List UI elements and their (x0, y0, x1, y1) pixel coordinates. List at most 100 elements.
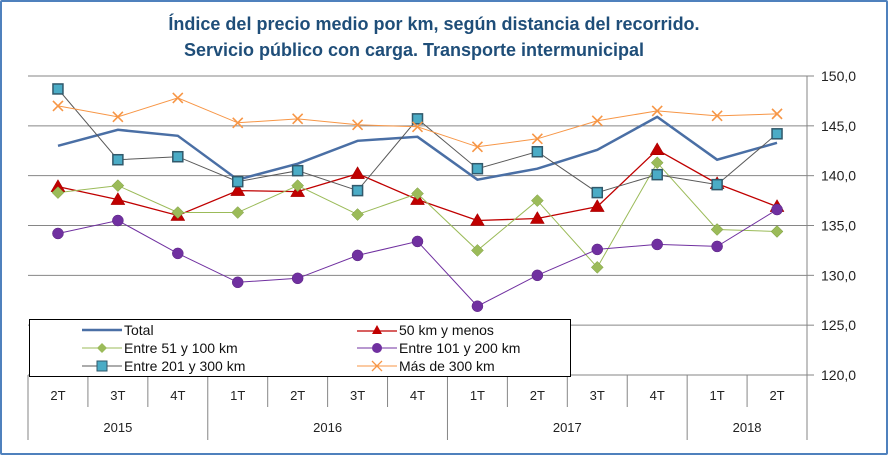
data-point-x (112, 111, 124, 123)
data-point-x (292, 113, 304, 125)
data-point-square (411, 113, 424, 125)
y-tick-label: 145,0 (821, 118, 856, 134)
data-point-diamond (51, 186, 65, 199)
data-point-x (771, 108, 783, 120)
data-point-triangle (469, 213, 485, 226)
data-point-diamond (710, 223, 724, 236)
year-label: 2016 (313, 420, 342, 435)
data-point-circle (771, 203, 783, 216)
year-label: 2018 (733, 420, 762, 435)
legend-item-101-200: Entre 101 y 200 km (355, 339, 520, 357)
data-point-diamond (291, 179, 305, 192)
data-point-diamond (171, 206, 185, 219)
diamond-marker-icon (82, 343, 122, 353)
data-point-circle (112, 214, 124, 227)
y-tick-label: 120,0 (821, 367, 856, 383)
x-tick-label: 2T (769, 388, 784, 403)
data-point-x (172, 92, 184, 104)
data-point-circle (351, 249, 364, 262)
legend-label: Entre 101 y 200 km (399, 340, 521, 356)
axes: 150,0 145,0 140,0 135,0 130,0 125,0 120,0 2T 3T 4… (27, 68, 856, 440)
year-label: 2017 (553, 420, 582, 435)
data-point-square (291, 164, 304, 177)
legend-item-201-300: Entre 201 y 300 km (80, 357, 245, 375)
data-point-square (351, 184, 364, 197)
data-point-square (591, 186, 604, 199)
data-point-x (711, 110, 723, 122)
year-label: 2015 (103, 420, 132, 435)
legend-item-total: Total (80, 321, 154, 339)
data-point-square (52, 83, 64, 95)
data-point-diamond (471, 244, 484, 257)
chart-subtitle: Servicio público con carga. Transporte i… (183, 40, 645, 60)
y-tick-label: 130,0 (821, 267, 856, 283)
data-point-square (771, 128, 783, 140)
data-point-circle (172, 247, 184, 260)
legend-label: Total (124, 322, 154, 338)
data-point-circle (291, 272, 304, 285)
data-point-circle (411, 235, 424, 248)
data-point-x (232, 117, 244, 129)
legend-label: Entre 201 y 300 km (124, 358, 246, 374)
legend-item-mas-300: Más de 300 km (355, 357, 495, 375)
series-line-3 (57, 209, 778, 307)
y-tick-label: 150,0 (821, 68, 856, 84)
data-point-x (411, 121, 424, 133)
data-point-circle (711, 240, 723, 253)
x-tick-label: 3T (590, 388, 605, 403)
data-point-square (531, 145, 544, 158)
markers-group (50, 83, 785, 312)
series-line-0 (57, 115, 778, 182)
data-point-square (231, 175, 244, 188)
data-point-circle (471, 300, 484, 312)
x-tick-label: 2T (290, 388, 305, 403)
data-point-square (112, 153, 124, 166)
data-point-circle (651, 238, 663, 251)
data-point-diamond (590, 261, 604, 274)
legend-label: 50 km y menos (399, 322, 494, 338)
y-tick-label: 135,0 (821, 218, 856, 234)
triangle-marker-icon (357, 325, 397, 334)
data-point-x (352, 119, 364, 131)
data-point-x (651, 105, 663, 117)
legend-line-icon (82, 328, 122, 332)
series-line-2 (57, 161, 778, 269)
y-tick-label: 125,0 (821, 317, 856, 333)
x-tick-label: 3T (110, 388, 125, 403)
data-point-triangle (230, 183, 246, 196)
data-point-x (591, 115, 603, 127)
legend-item-51-100: Entre 51 y 100 km (80, 339, 238, 357)
x-tick-label: 3T (350, 388, 365, 403)
x-marker-icon (357, 360, 397, 372)
legend: Total 50 km y menos Entre 51 y 100 km En… (29, 319, 571, 377)
data-point-square (711, 178, 723, 191)
x-tick-label: 1T (710, 388, 725, 403)
x-tick-label: 2T (530, 388, 545, 403)
data-point-square (471, 162, 484, 175)
data-point-x (531, 133, 543, 145)
data-point-diamond (770, 225, 784, 238)
data-point-diamond (650, 156, 664, 170)
y-tick-label: 140,0 (821, 168, 856, 184)
data-point-diamond (530, 194, 544, 207)
data-point-triangle (589, 199, 605, 212)
legend-item-50km: 50 km y menos (355, 321, 494, 339)
data-point-x (52, 100, 64, 112)
data-point-circle (52, 227, 64, 240)
data-point-diamond (351, 208, 364, 221)
data-point-circle (531, 269, 544, 282)
square-marker-icon (82, 360, 122, 372)
series-line-1 (57, 148, 778, 222)
x-tick-label: 4T (650, 388, 665, 403)
data-point-triangle (649, 142, 665, 156)
x-tick-label: 2T (50, 388, 65, 403)
x-tick-label: 1T (470, 388, 485, 403)
data-point-square (172, 150, 184, 163)
legend-label: Entre 51 y 100 km (124, 340, 238, 356)
data-point-triangle (350, 166, 366, 179)
data-point-square (651, 168, 663, 181)
x-tick-label: 4T (170, 388, 185, 403)
data-point-diamond (411, 187, 424, 200)
legend-label: Más de 300 km (399, 358, 495, 374)
